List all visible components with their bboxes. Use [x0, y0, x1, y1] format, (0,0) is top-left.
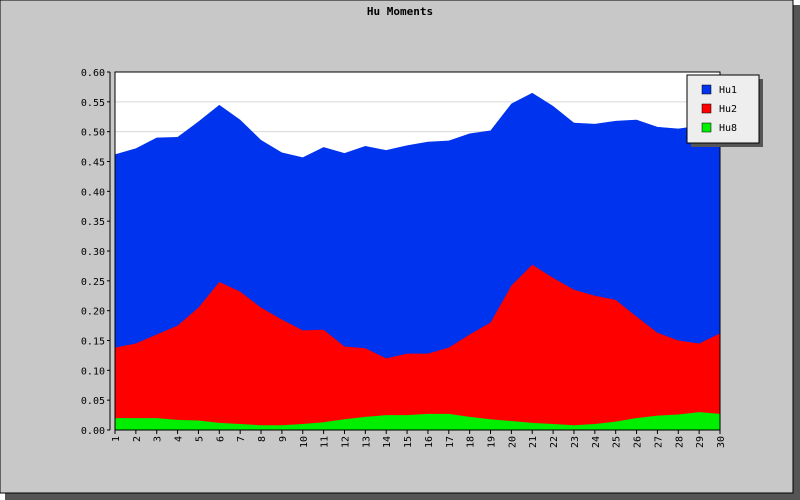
y-tick-label: 0.55 [81, 98, 105, 109]
y-tick-label: 0.15 [81, 337, 105, 348]
x-tick-label: 26 [633, 436, 644, 448]
x-tick-label: 30 [716, 436, 727, 448]
x-tick-label: 20 [507, 436, 518, 448]
x-tick-label: 13 [361, 436, 372, 448]
legend-label-hu2: Hu2 [719, 104, 737, 115]
x-tick-label: 6 [215, 436, 226, 442]
x-tick-label: 27 [653, 436, 664, 448]
area-hu8 [115, 412, 720, 430]
x-tick-label: 3 [153, 436, 164, 442]
y-tick-label: 0.60 [81, 68, 105, 79]
x-axis: 1 2 3 4 5 6 7 8 9 10 11 12 13 14 15 16 17 18 19 20 21 22 23 24 2… [111, 430, 727, 448]
x-tick-label: 28 [674, 436, 685, 448]
y-tick-label: 0.30 [81, 247, 105, 258]
x-tick-label: 22 [549, 436, 560, 448]
y-tick-label: 0.40 [81, 187, 105, 198]
x-tick-label: 18 [466, 436, 477, 448]
x-tick-label: 4 [174, 436, 185, 442]
y-tick-label: 0.45 [81, 158, 105, 169]
y-tick-label: 0.10 [81, 366, 105, 377]
y-tick-label: 0.35 [81, 217, 105, 228]
x-tick-label: 7 [236, 436, 247, 442]
y-axis: 0.00 0.05 0.10 0.15 0.20 0.25 0.30 0.35 0.40 0.45… [81, 68, 111, 437]
y-tick-label: 0.05 [81, 396, 105, 407]
x-tick-label: 9 [278, 436, 289, 442]
x-tick-label: 17 [445, 436, 456, 448]
x-tick-label: 5 [194, 436, 205, 442]
area-hu2 [115, 264, 720, 430]
x-tick-label: 16 [424, 436, 435, 448]
x-tick-label: 8 [257, 436, 268, 442]
y-tick-label: 0.25 [81, 277, 105, 288]
x-tick-label: 1 [111, 436, 122, 442]
x-tick-label: 25 [612, 436, 623, 448]
x-tick-label: 12 [340, 436, 351, 448]
x-tick-label: 29 [695, 436, 706, 448]
x-tick-label: 10 [299, 436, 310, 448]
x-tick-label: 24 [591, 436, 602, 448]
y-tick-label: 0.50 [81, 128, 105, 139]
x-tick-label: 11 [320, 436, 331, 448]
x-tick-label: 14 [382, 436, 393, 448]
legend-swatch-hu2 [701, 103, 712, 114]
chart-title: Hu Moments [367, 5, 433, 18]
legend-label-hu1: Hu1 [719, 85, 737, 96]
y-tick-label: 0.20 [81, 307, 105, 318]
x-tick-label: 19 [487, 436, 498, 448]
y-tick-label: 0.00 [81, 426, 105, 437]
x-tick-label: 2 [132, 436, 143, 442]
legend-swatch-hu1 [701, 84, 712, 95]
area-series [115, 92, 720, 430]
legend-label-hu8: Hu8 [719, 123, 737, 134]
legend: Hu1 Hu2 Hu8 [686, 74, 763, 147]
x-tick-label: 23 [570, 436, 581, 448]
x-tick-label: 21 [528, 436, 539, 448]
legend-swatch-hu8 [701, 122, 712, 133]
x-tick-label: 15 [403, 436, 414, 448]
